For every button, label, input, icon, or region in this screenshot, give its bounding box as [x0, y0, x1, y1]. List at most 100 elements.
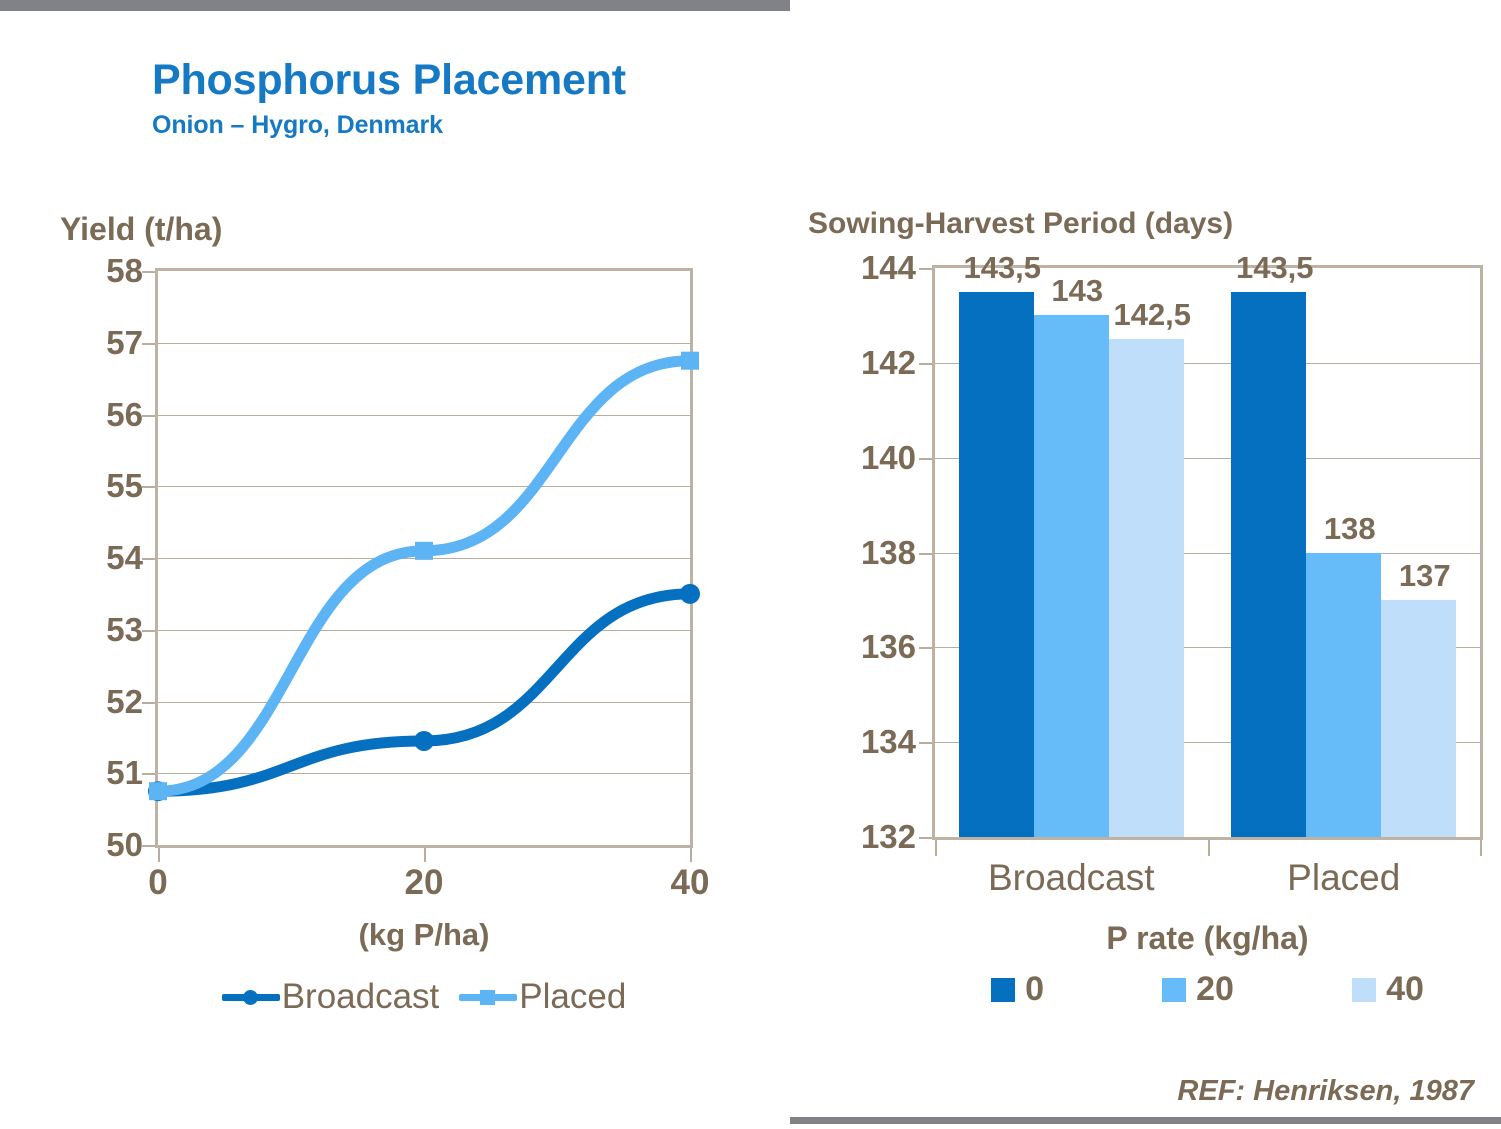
series-line-broadcast	[152, 588, 696, 797]
bar-value-label: 143,5	[1235, 249, 1314, 285]
legend-swatch-square-icon	[1162, 977, 1187, 1002]
y-tick-label: 134	[860, 723, 916, 761]
gridline	[158, 773, 690, 775]
bar-chart-title: Sowing-Harvest Period (days)	[808, 207, 1234, 240]
y-tick-label: 140	[860, 438, 916, 476]
y-tick-label: 58	[106, 252, 143, 289]
x-tick-mark	[1207, 840, 1210, 856]
legend-item-broadcast[interactable]: Broadcast	[221, 977, 440, 1017]
y-tick-label: 132	[860, 818, 916, 855]
gridline	[158, 342, 690, 344]
y-tick-label: 54	[106, 539, 143, 576]
bar-chart-bars: 143,5 143 142,5 143,5 138 137	[935, 250, 1480, 837]
gridline	[935, 647, 1480, 649]
bar-chart-legend-title: P rate (kg/ha)	[1106, 920, 1309, 956]
gridline	[935, 552, 1480, 554]
bottom-decorative-rule	[790, 1117, 1501, 1124]
y-tick-label: 138	[860, 533, 916, 571]
legend-swatch-line-icon	[459, 986, 518, 1008]
y-tick-mark	[919, 742, 933, 745]
legend-label: 40	[1386, 970, 1424, 1008]
y-tick-mark	[142, 629, 156, 632]
gridline	[935, 362, 1480, 364]
gridline	[935, 457, 1480, 459]
y-tick-label: 142	[860, 343, 916, 381]
y-tick-label: 55	[106, 467, 143, 505]
bar-chart-y-tick-marks	[919, 265, 933, 840]
y-tick-label: 52	[106, 682, 143, 720]
gridline	[158, 701, 690, 703]
y-tick-mark	[142, 486, 156, 489]
y-tick-label: 57	[106, 323, 143, 361]
y-tick-mark	[919, 362, 933, 365]
yield-line-chart: Yield (t/ha) 50 51 52 53 54 55 56 57 58 0 20 40 (k…	[0, 195, 770, 1055]
legend-item-placed[interactable]: Placed	[459, 977, 626, 1017]
legend-label: Broadcast	[281, 977, 440, 1016]
bar-value-label: 142,5	[1113, 297, 1192, 333]
y-tick-label: 50	[106, 826, 143, 863]
y-tick-label: 56	[106, 395, 143, 433]
gridline	[158, 414, 690, 416]
x-tick-label: 20	[404, 863, 444, 902]
bar-chart-legend: 0 20 40	[932, 970, 1483, 1009]
legend-label: 0	[1025, 970, 1044, 1008]
bar-value-label: 137	[1398, 557, 1451, 593]
x-tick-mark	[1480, 840, 1482, 856]
x-tick-mark	[690, 848, 692, 862]
series-line-placed	[152, 355, 696, 797]
data-point-placed-40	[681, 351, 699, 370]
line-chart-y-tick-labels: 50 51 52 53 54 55 56 57 58	[35, 252, 143, 863]
data-point-placed-0	[149, 782, 167, 801]
x-tick-mark	[158, 848, 160, 862]
legend-item-p0[interactable]: 0	[991, 970, 1044, 1009]
y-tick-label: 53	[106, 610, 143, 648]
bar-broadcast-p40	[1108, 339, 1184, 837]
x-tick-label: 40	[670, 863, 710, 902]
y-tick-label: 51	[106, 754, 143, 792]
bar-chart-category-labels: Broadcast Placed	[932, 857, 1483, 907]
y-tick-mark	[919, 647, 933, 650]
bar-placed-p0	[1231, 291, 1307, 837]
page-subtitle: Onion – Hygro, Denmark	[152, 111, 443, 140]
data-point-broadcast-20	[414, 730, 434, 751]
y-tick-mark	[142, 773, 156, 776]
line-chart-plot-area	[148, 268, 700, 848]
data-point-placed-20	[415, 541, 433, 560]
line-chart-x-tick-marks	[155, 848, 693, 862]
gridline	[935, 742, 1480, 744]
y-tick-mark	[919, 837, 933, 839]
legend-swatch-square-icon	[1352, 977, 1377, 1002]
y-tick-mark	[919, 457, 933, 460]
bar-value-label: 143,5	[963, 249, 1042, 285]
gridline	[158, 629, 690, 631]
bar-value-label: 138	[1323, 510, 1376, 546]
title-block: Phosphorus Placement Onion – Hygro, Denm…	[152, 56, 792, 140]
category-label-placed: Placed	[1287, 857, 1401, 898]
y-tick-mark	[142, 701, 156, 704]
y-tick-mark	[142, 342, 156, 345]
bar-chart-y-tick-labels: 132 134 136 138 140 142 144	[812, 249, 916, 855]
x-tick-mark	[424, 848, 426, 862]
bar-placed-p20	[1306, 552, 1382, 837]
bar-chart-x-tick-marks	[932, 840, 1483, 856]
sowing-harvest-bar-chart: Sowing-Harvest Period (days) 132 134 136 13…	[790, 195, 1501, 1075]
y-tick-mark	[142, 414, 156, 417]
line-chart-series-svg	[148, 351, 700, 802]
legend-item-p40[interactable]: 40	[1352, 970, 1424, 1009]
y-tick-mark	[142, 845, 156, 847]
legend-item-p20[interactable]: 20	[1162, 970, 1234, 1009]
bar-value-label: 143	[1051, 273, 1104, 309]
legend-swatch-line-icon	[221, 986, 280, 1008]
y-tick-mark	[142, 558, 156, 560]
line-chart-x-tick-labels: 0 20 40	[148, 863, 709, 911]
bar-broadcast-p20	[1033, 315, 1109, 837]
y-tick-label: 144	[860, 249, 916, 286]
bar-broadcast-p0	[958, 291, 1034, 837]
data-point-broadcast-40	[680, 583, 700, 604]
page-title: Phosphorus Placement	[152, 56, 626, 104]
category-label-broadcast: Broadcast	[987, 857, 1155, 898]
top-decorative-bar	[0, 0, 790, 11]
reference-note: REF: Henriksen, 1987	[1177, 1075, 1474, 1107]
legend-swatch-square-icon	[991, 977, 1016, 1002]
bar-chart-plot-area: 143,5 143 142,5 143,5 138 137	[932, 250, 1483, 840]
